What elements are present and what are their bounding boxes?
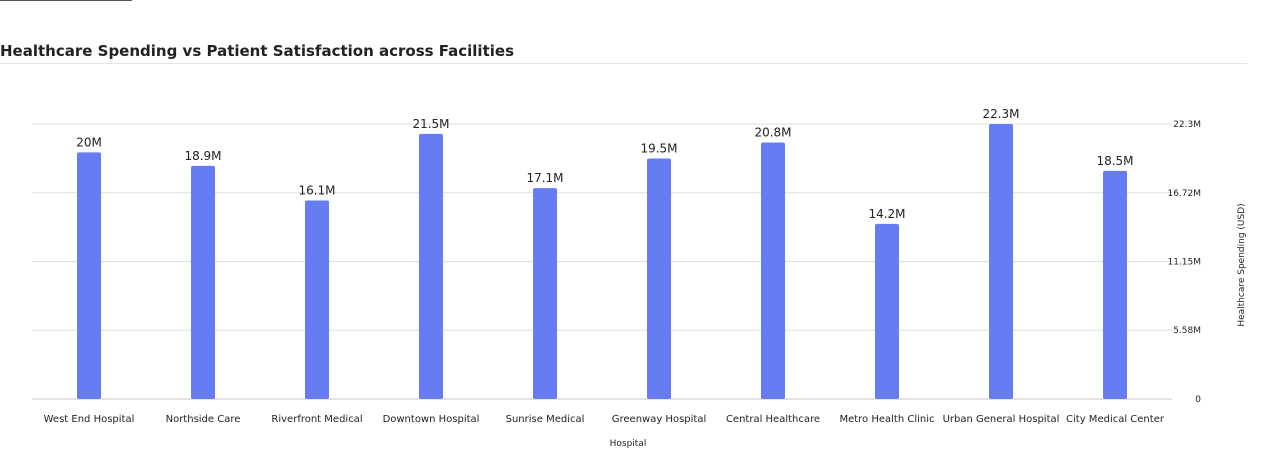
x-tick-label: Metro Health Clinic xyxy=(839,414,934,425)
bar[interactable] xyxy=(761,142,785,400)
bar-value-label: 20M xyxy=(76,135,102,149)
bar[interactable] xyxy=(77,152,101,399)
bar-value-label: 19.5M xyxy=(640,142,677,156)
x-tick-label: Urban General Hospital xyxy=(943,414,1060,425)
y-tick-label: 16.72M xyxy=(1167,189,1201,199)
bar[interactable] xyxy=(305,200,329,399)
bars xyxy=(77,124,1127,400)
bar-value-label: 21.5M xyxy=(412,117,449,131)
title-divider xyxy=(0,63,1247,64)
x-tick-label: City Medical Center xyxy=(1066,414,1165,425)
x-tick-label: Downtown Hospital xyxy=(383,414,480,425)
bar[interactable] xyxy=(647,158,671,399)
bar-value-label: 22.3M xyxy=(982,107,1019,121)
x-tick-label: Northside Care xyxy=(166,414,241,425)
x-tick-label: Greenway Hospital xyxy=(612,414,707,425)
bar[interactable] xyxy=(533,188,557,399)
bar[interactable] xyxy=(419,133,443,399)
bar-value-label: 20.8M xyxy=(754,125,791,139)
x-tick-label: Riverfront Medical xyxy=(271,414,362,425)
bar-value-label: 16.1M xyxy=(298,183,335,197)
top-divider xyxy=(0,0,132,1)
y-tick-label: 5.58M xyxy=(1173,326,1201,336)
bar-value-label: 14.2M xyxy=(868,207,905,221)
x-axis-title: Hospital xyxy=(610,439,647,449)
gridlines xyxy=(32,123,1172,400)
y-tick-label: 22.3M xyxy=(1173,120,1201,130)
bar-value-label: 18.9M xyxy=(184,149,221,163)
bar-value-labels: 20M 18.9M 16.1M 21.5M 17.1M 19.5M 20.8M 14.2M 22… xyxy=(76,107,1133,221)
bar[interactable] xyxy=(989,124,1013,399)
bar-value-label: 17.1M xyxy=(526,171,563,185)
x-axis-tick-labels: West End Hospital Northside Care Riverfron… xyxy=(44,414,1165,425)
y-tick-label: 0 xyxy=(1195,395,1201,405)
x-tick-label: Central Healthcare xyxy=(726,414,820,425)
y-axis-tick-labels: 0 5.58M 11.15M 16.72M 22.3M xyxy=(1167,120,1201,405)
bar-value-label: 18.5M xyxy=(1096,154,1133,168)
bar[interactable] xyxy=(191,165,215,399)
x-tick-label: Sunrise Medical xyxy=(506,414,585,425)
chart-title: Healthcare Spending vs Patient Satisfact… xyxy=(0,42,514,60)
bar[interactable] xyxy=(875,223,899,399)
y-axis-title: Healthcare Spending (USD) xyxy=(1237,203,1247,326)
bar[interactable] xyxy=(1103,170,1127,399)
x-tick-label: West End Hospital xyxy=(44,414,135,425)
y-tick-label: 11.15M xyxy=(1167,258,1201,268)
